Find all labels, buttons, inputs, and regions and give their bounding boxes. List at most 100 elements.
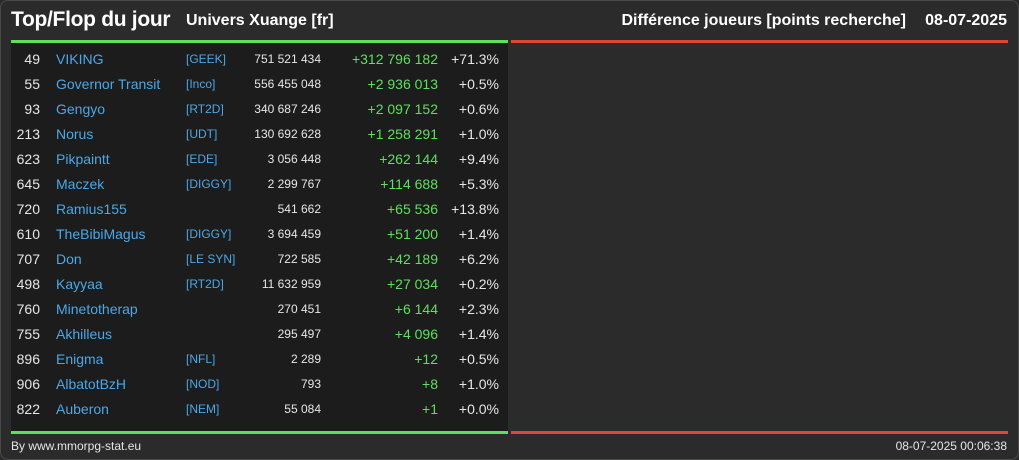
alliance-link[interactable]: [NEM] [186,402,220,416]
table-row: 623 Pikpaintt [EDE] 3 056 448 +262 144 +9.4% [11,147,508,172]
alliance-link[interactable]: [DIGGY] [186,177,232,191]
points-cell: 722 585 [277,252,321,266]
percent-cell: +0.2% [458,276,499,292]
player-link[interactable]: VIKING [56,51,104,67]
rank-cell: 896 [16,351,40,367]
table-row: 645 Maczek [DIGGY] 2 299 767 +114 688 +5.3% [11,172,508,197]
delta-cell: +312 796 182 [351,51,438,67]
player-link[interactable]: Maczek [56,176,105,192]
delta-cell: +51 200 [387,226,438,242]
rank-cell: 645 [16,176,40,192]
player-link[interactable]: Pikpaintt [56,151,110,167]
points-cell: 793 [300,377,321,391]
table-row: 93 Gengyo [RT2D] 340 687 246 +2 097 152 +0.6% [11,97,508,122]
rank-cell: 755 [16,326,40,342]
table-row: 720 Ramius155 541 662 +65 536 +13.8% [11,197,508,222]
rank-cell: 623 [16,151,40,167]
player-link[interactable]: Don [56,251,82,267]
delta-cell: +1 [422,401,438,417]
player-link[interactable]: Minetotherap [56,301,138,317]
rank-cell: 93 [24,101,40,117]
alliance-link[interactable]: [GEEK] [186,52,227,66]
page-title: Top/Flop du jour [11,8,171,31]
percent-cell: +71.3% [451,51,499,67]
top-panel: 49 VIKING [GEEK] 751 521 434 +312 796 182 +71… [11,43,508,431]
delta-cell: +114 688 [380,176,438,192]
table-row: 49 VIKING [GEEK] 751 521 434 +312 796 182 +71… [11,47,508,72]
rank-cell: 55 [24,76,40,92]
alliance-link[interactable]: [Inco] [186,77,216,91]
player-link[interactable]: TheBibiMagus [56,226,146,242]
flop-accent-bar-upper [511,40,1008,43]
percent-cell: +1.4% [458,326,499,342]
table-row: 707 Don [LE SYN] 722 585 +42 189 +6.2% [11,247,508,272]
points-cell: 11 632 959 [261,277,321,291]
points-cell: 3 694 459 [267,227,321,241]
alliance-link[interactable]: [UDT] [186,127,218,141]
rank-cell: 822 [16,401,40,417]
player-link[interactable]: Auberon [56,401,109,417]
percent-cell: +1.4% [458,226,499,242]
footer-credit: By www.mmorpg-stat.eu [11,439,142,453]
table-row: 55 Governor Transit [Inco] 556 455 048 +2 93… [11,72,508,97]
table-row: 906 AlbatotBzH [NOD] 793 +8 +1.0% [11,372,508,397]
universe-label: Univers Xuange [fr] [186,12,334,29]
top-accent-bar-lower [11,431,508,434]
percent-cell: +0.6% [458,101,499,117]
delta-cell: +6 144 [394,301,438,317]
player-link[interactable]: Governor Transit [56,76,161,92]
rank-cell: 610 [16,226,40,242]
player-link[interactable]: Enigma [56,351,104,367]
delta-cell: +12 [414,351,438,367]
percent-cell: +0.5% [458,351,499,367]
alliance-link[interactable]: [DIGGY] [186,227,232,241]
delta-cell: +42 189 [387,251,438,267]
delta-cell: +262 144 [379,151,438,167]
points-cell: 2 299 767 [267,177,321,191]
points-cell: 270 451 [277,302,321,316]
alliance-link[interactable]: [RT2D] [186,277,224,291]
player-link[interactable]: Gengyo [56,101,106,117]
points-cell: 751 521 434 [254,52,321,66]
table-row: 213 Norus [UDT] 130 692 628 +1 258 291 +1.0% [11,122,508,147]
player-link[interactable]: Akhilleus [56,326,113,342]
percent-cell: +13.8% [451,201,499,217]
metric-title: Différence joueurs [points recherche] [621,12,906,29]
rank-cell: 906 [16,376,40,392]
table-row: 896 Enigma [NFL] 2 289 +12 +0.5% [11,347,508,372]
rank-cell: 498 [16,276,40,292]
player-link[interactable]: Kayyaa [56,276,103,292]
percent-cell: +2.3% [458,301,499,317]
delta-cell: +65 536 [387,201,438,217]
rank-cell: 760 [16,301,40,317]
alliance-link[interactable]: [NOD] [186,377,220,391]
top-accent-bar-upper [11,40,508,43]
flop-accent-bar-lower [511,431,1008,434]
rank-cell: 49 [24,51,40,67]
player-link[interactable]: Ramius155 [56,201,127,217]
rank-cell: 213 [16,126,40,142]
alliance-link[interactable]: [RT2D] [186,102,224,116]
points-cell: 130 692 628 [254,127,321,141]
table-row: 610 TheBibiMagus [DIGGY] 3 694 459 +51 200 +1… [11,222,508,247]
percent-cell: +1.0% [458,376,499,392]
alliance-link[interactable]: [LE SYN] [186,252,236,266]
alliance-link[interactable]: [EDE] [186,152,218,166]
points-cell: 2 289 [290,352,321,366]
player-link[interactable]: AlbatotBzH [56,376,127,392]
table-row: 755 Akhilleus 295 497 +4 096 +1.4% [11,322,508,347]
rank-cell: 720 [16,201,40,217]
percent-cell: +0.5% [458,76,499,92]
footer-timestamp: 08-07-2025 00:06:38 [895,439,1007,453]
delta-cell: +27 034 [387,276,438,292]
percent-cell: +9.4% [458,151,499,167]
points-cell: 55 084 [284,402,321,416]
percent-cell: +1.0% [458,126,499,142]
table-row: 498 Kayyaa [RT2D] 11 632 959 +27 034 +0.2% [11,272,508,297]
player-link[interactable]: Norus [56,126,94,142]
flop-panel [511,43,1008,431]
percent-cell: +5.3% [458,176,499,192]
points-cell: 3 056 448 [267,152,321,166]
points-cell: 541 662 [277,202,321,216]
alliance-link[interactable]: [NFL] [186,352,216,366]
